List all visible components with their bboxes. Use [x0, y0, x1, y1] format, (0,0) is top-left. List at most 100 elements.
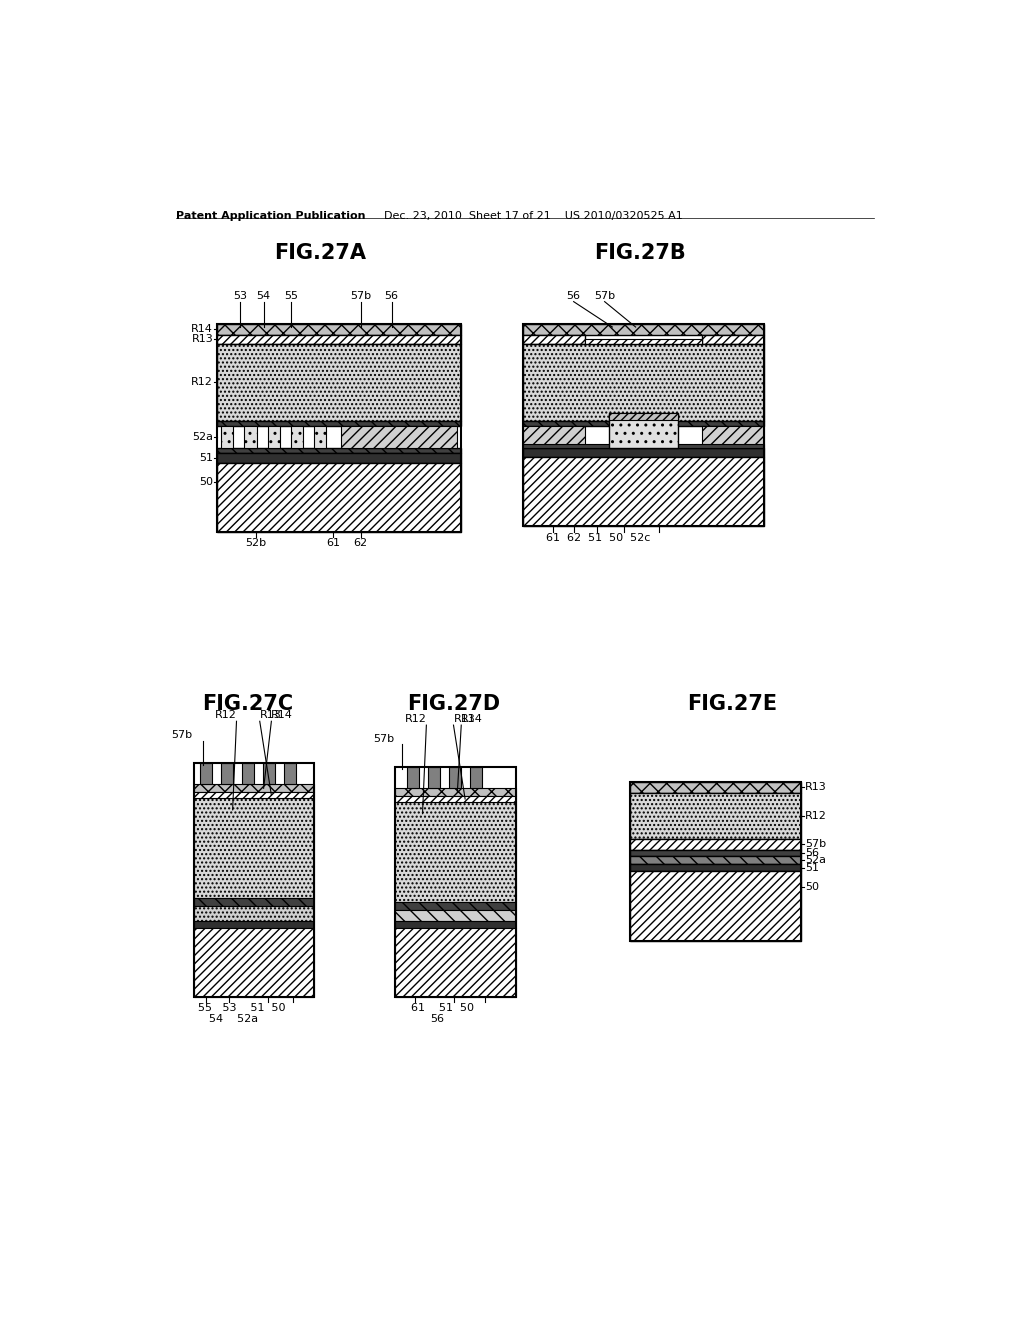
Bar	[200, 763, 212, 784]
Bar	[194, 763, 314, 997]
Bar	[395, 803, 515, 903]
Bar	[630, 855, 801, 863]
Text: 54: 54	[257, 290, 270, 301]
Bar	[217, 462, 461, 532]
Bar	[217, 421, 461, 426]
Text: R13: R13	[260, 710, 282, 721]
Bar	[395, 928, 515, 997]
Bar	[194, 899, 314, 906]
Bar	[194, 906, 314, 921]
Bar	[194, 792, 314, 799]
Bar	[395, 909, 515, 921]
Bar	[242, 763, 254, 784]
Bar	[341, 426, 458, 447]
Text: R12: R12	[215, 710, 237, 721]
Text: R12: R12	[404, 714, 426, 725]
Text: 50: 50	[200, 477, 213, 487]
Text: 53: 53	[233, 290, 248, 301]
Text: FIG.27B: FIG.27B	[594, 243, 685, 263]
Bar	[523, 444, 764, 447]
Text: R13: R13	[805, 783, 827, 792]
Bar	[608, 412, 678, 420]
Bar	[449, 767, 461, 788]
Bar	[523, 457, 764, 527]
Bar	[630, 850, 801, 857]
Text: FIG.27D: FIG.27D	[407, 693, 500, 714]
Bar	[395, 788, 515, 796]
Bar	[217, 335, 461, 345]
Text: FIG.27E: FIG.27E	[687, 693, 777, 714]
Bar	[523, 335, 586, 345]
Bar	[630, 781, 801, 941]
Text: 56: 56	[430, 1014, 444, 1024]
Text: R14: R14	[191, 325, 213, 334]
Bar	[701, 335, 764, 345]
Text: 57b: 57b	[171, 730, 193, 739]
Bar	[245, 426, 257, 447]
Text: 57b: 57b	[805, 840, 826, 850]
Bar	[428, 767, 440, 788]
Text: R14: R14	[271, 710, 293, 721]
Bar	[194, 799, 314, 899]
Text: 51: 51	[200, 453, 213, 463]
Bar	[395, 796, 515, 803]
Bar	[523, 323, 764, 335]
Text: 57b: 57b	[373, 734, 394, 743]
Bar	[314, 426, 327, 447]
Bar	[586, 339, 701, 346]
Text: R13: R13	[454, 714, 475, 725]
Bar	[630, 871, 801, 941]
Text: 57b: 57b	[594, 290, 615, 301]
Bar	[608, 412, 678, 447]
Bar	[221, 763, 233, 784]
Bar	[630, 793, 801, 840]
Text: 52a: 52a	[805, 855, 826, 865]
Bar	[395, 903, 515, 909]
Text: R13: R13	[191, 334, 213, 345]
Text: FIG.27C: FIG.27C	[203, 693, 294, 714]
Text: 52a: 52a	[193, 432, 213, 442]
Text: 61  62  51  50  52c: 61 62 51 50 52c	[547, 533, 651, 543]
Bar	[395, 921, 515, 928]
Text: 56: 56	[384, 290, 398, 301]
Bar	[217, 323, 461, 335]
Bar	[630, 840, 801, 850]
Bar	[284, 763, 296, 784]
Text: 56: 56	[566, 290, 581, 301]
Bar	[523, 447, 764, 457]
Bar	[630, 863, 801, 871]
Text: R12: R12	[191, 378, 213, 388]
Bar	[523, 345, 764, 421]
Bar	[194, 921, 314, 928]
Bar	[217, 453, 461, 462]
Bar	[217, 323, 461, 532]
Text: R12: R12	[805, 810, 827, 821]
Bar	[395, 767, 515, 997]
Bar	[291, 426, 303, 447]
Text: Dec. 23, 2010  Sheet 17 of 21    US 2010/0320525 A1: Dec. 23, 2010 Sheet 17 of 21 US 2010/032…	[384, 211, 683, 220]
Text: 62: 62	[353, 539, 368, 548]
Text: 56: 56	[805, 847, 819, 858]
Bar	[263, 763, 275, 784]
Bar	[523, 421, 764, 426]
Bar	[523, 323, 764, 527]
Text: FIG.27A: FIG.27A	[274, 243, 367, 263]
Text: 55   53    51  50: 55 53 51 50	[198, 1003, 286, 1012]
Text: R14: R14	[461, 714, 483, 725]
Text: Patent Application Publication: Patent Application Publication	[176, 211, 366, 220]
Text: 61    51  50: 61 51 50	[411, 1003, 474, 1012]
Bar	[194, 928, 314, 997]
Text: 54    52a: 54 52a	[209, 1014, 258, 1024]
Text: 52b: 52b	[246, 539, 266, 548]
Bar	[470, 767, 482, 788]
Text: 57b: 57b	[350, 290, 371, 301]
Bar	[221, 426, 233, 447]
Bar	[407, 767, 420, 788]
Bar	[701, 426, 764, 447]
Bar	[630, 781, 801, 793]
Text: 55: 55	[284, 290, 298, 301]
Bar	[523, 426, 586, 447]
Bar	[194, 784, 314, 792]
Text: 61: 61	[327, 539, 340, 548]
Bar	[267, 426, 280, 447]
